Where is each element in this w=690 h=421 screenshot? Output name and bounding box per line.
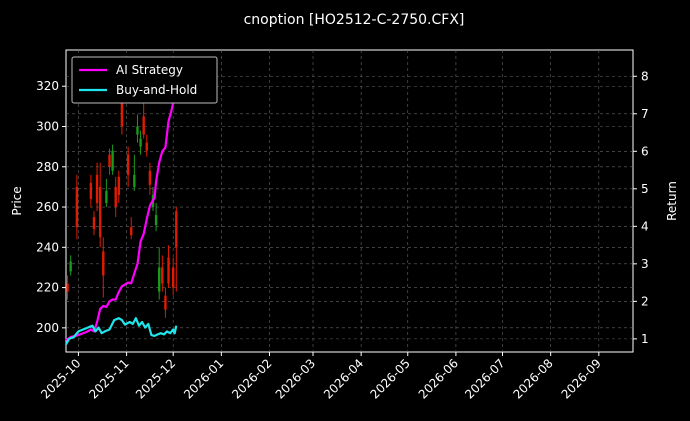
y-tick-label: 260 (36, 200, 59, 214)
y-tick-label: 320 (36, 79, 59, 93)
y2-tick-label: 2 (641, 294, 649, 308)
y-tick-label: 200 (36, 321, 59, 335)
candle-body (175, 211, 178, 248)
candle-body (75, 186, 79, 228)
candle-body (108, 154, 111, 167)
y2-tick-label: 7 (641, 107, 649, 121)
candle-body (158, 267, 161, 292)
y-tick-label: 220 (36, 281, 59, 295)
grid (66, 50, 633, 352)
y2-tick-label: 6 (641, 144, 649, 158)
series-line-buy-and-hold (65, 317, 178, 346)
chart-title: cnoption [HO2512-C-2750.CFX] (244, 12, 465, 28)
legend-label-buy-and-hold: Buy-and-Hold (116, 83, 197, 97)
candle-body (148, 170, 152, 185)
candle-body (66, 283, 69, 292)
candle-body (154, 215, 158, 226)
candle-body (164, 295, 167, 310)
candle-body (69, 261, 72, 272)
y2-tick-label: 3 (641, 257, 649, 271)
candle-body (102, 251, 105, 276)
y2-tick-label: 4 (641, 219, 649, 233)
candle-body (105, 190, 108, 204)
candle-body (111, 150, 114, 171)
y-tick-label: 280 (36, 160, 59, 174)
y-tick-label: 300 (36, 120, 59, 134)
legend: AI Strategy Buy-and-Hold (71, 56, 218, 104)
candle-body (89, 182, 93, 199)
y-tick-label: 240 (36, 240, 59, 254)
candle-body (139, 138, 142, 147)
candle-body (171, 267, 175, 288)
candle-body (133, 174, 136, 187)
series-lines (65, 76, 178, 346)
candle-body (120, 96, 124, 127)
candle-body (130, 227, 133, 236)
y2-axis-label: Return (665, 181, 679, 221)
series-line-ai-strategy (65, 76, 178, 341)
candle-body (145, 142, 148, 151)
candle-body (95, 174, 99, 204)
y2-tick-label: 8 (641, 69, 649, 83)
y-axis-label: Price (10, 186, 24, 215)
y2-tick-label: 5 (641, 182, 649, 196)
candle-body (117, 176, 121, 195)
candle-body (114, 186, 117, 208)
candle-body (92, 217, 96, 230)
candle-body (126, 154, 130, 175)
candle-body (167, 257, 170, 284)
candle-body (161, 267, 164, 284)
legend-box (71, 56, 218, 104)
legend-label-ai-strategy: AI Strategy (116, 63, 183, 77)
y2-tick-label: 1 (641, 332, 649, 346)
candle-body (98, 186, 102, 238)
candle-body (142, 116, 145, 135)
candle-body (136, 126, 139, 135)
